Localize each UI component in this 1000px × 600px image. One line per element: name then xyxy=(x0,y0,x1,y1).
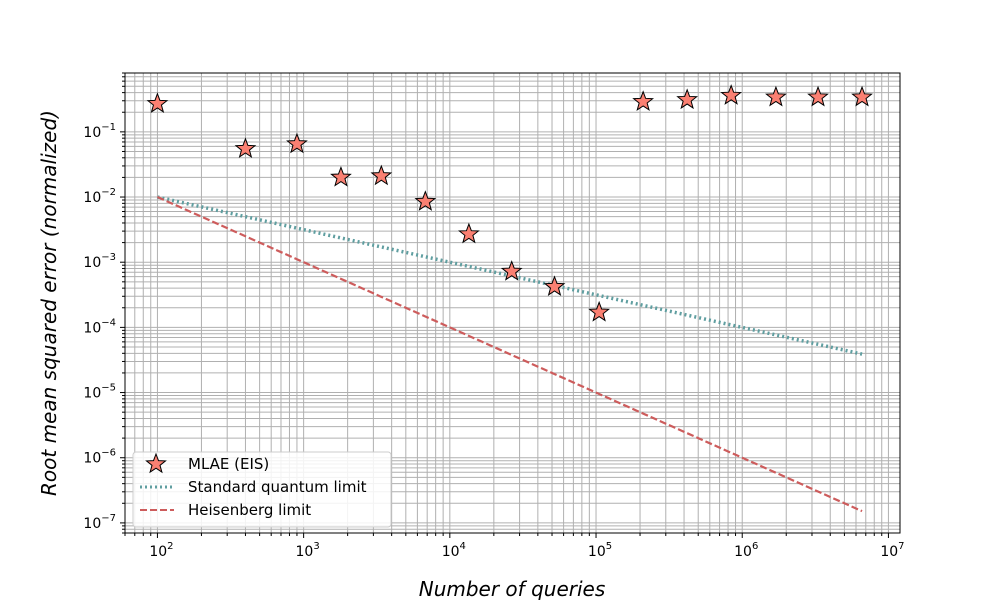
mlae-point xyxy=(146,92,169,113)
legend-label-mlae: MLAE (EIS) xyxy=(188,455,269,473)
x-tick-label: 106 xyxy=(734,541,758,560)
y-tick-label: 10−6 xyxy=(83,448,116,467)
y-tick-label: 10−2 xyxy=(83,187,116,206)
mlae-point xyxy=(676,88,699,110)
mlae-point xyxy=(500,260,523,281)
x-tick-label: 104 xyxy=(442,541,466,560)
mlae-point xyxy=(543,275,566,297)
mlae-point xyxy=(720,84,743,105)
plot-frame xyxy=(124,72,901,534)
legend-label-heisenberg: Heisenberg limit xyxy=(188,501,311,519)
mlae-point xyxy=(632,90,655,111)
plot-series xyxy=(146,84,873,513)
mlae-point xyxy=(807,85,829,107)
y-axis-title: Root mean squared error (normalized) xyxy=(37,110,61,496)
tick-labels: 102 103 104 105 106 107 10−7 10−6 10−5 10−4 10−3 10… xyxy=(83,122,904,560)
y-tick-label: 10−4 xyxy=(83,317,116,336)
mlae-point xyxy=(414,190,437,211)
x-tick-label: 105 xyxy=(588,541,612,560)
axis-ticks xyxy=(120,72,889,538)
y-tick-label: 10−5 xyxy=(83,383,116,402)
mlae-point xyxy=(286,132,308,154)
legend-star-icon xyxy=(145,452,167,474)
x-tick-label: 102 xyxy=(149,541,173,560)
y-tick-label: 10−1 xyxy=(83,122,116,141)
legend-label-sql: Standard quantum limit xyxy=(188,478,367,496)
legend: MLAE (EIS) Standard quantum limit Heisen… xyxy=(132,451,392,528)
mlae-point xyxy=(330,165,352,187)
mlae-point xyxy=(234,137,257,159)
y-tick-label: 10−3 xyxy=(83,252,116,271)
mlae-point xyxy=(370,164,393,186)
mlae-point xyxy=(588,300,610,322)
x-axis-title: Number of queries xyxy=(419,577,606,600)
legend-star-marker xyxy=(145,452,167,474)
mlae-point xyxy=(458,222,480,244)
mlae-point xyxy=(851,85,873,107)
x-tick-label: 103 xyxy=(296,541,320,560)
x-tick-label: 107 xyxy=(880,541,904,560)
mlae-point xyxy=(765,85,787,107)
legend-box xyxy=(132,451,392,528)
y-tick-label: 10−7 xyxy=(83,513,116,532)
heisenberg-line xyxy=(156,196,863,513)
